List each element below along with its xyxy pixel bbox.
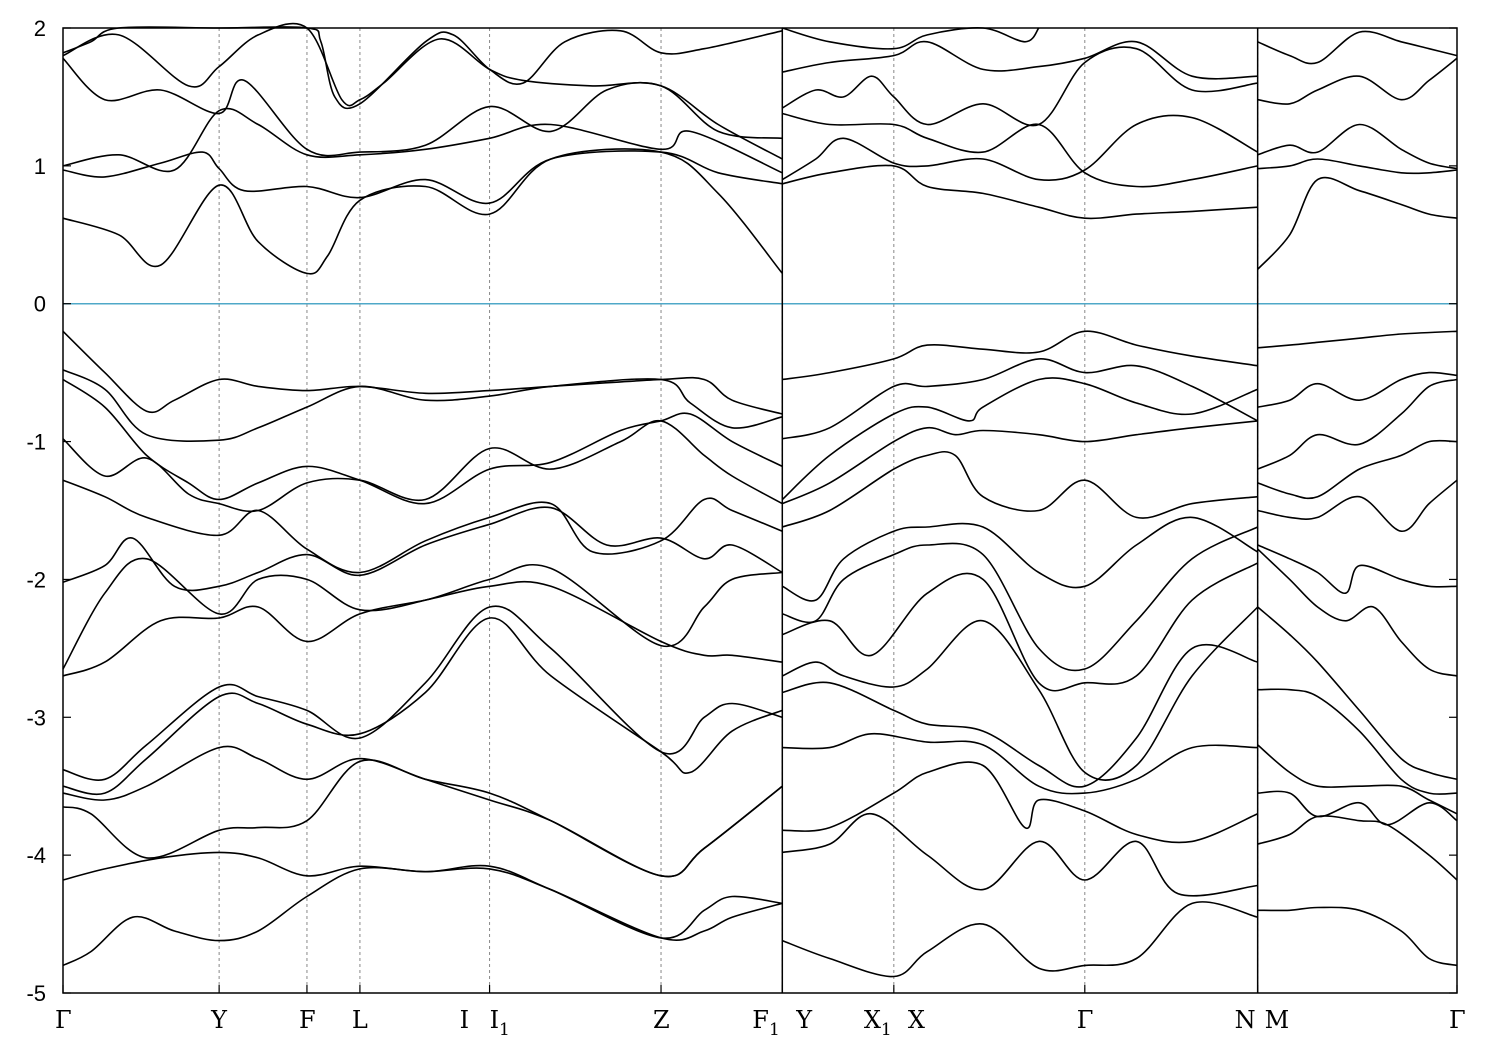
band-line-44 — [1257, 439, 1458, 500]
band-line-21 — [782, 164, 1258, 220]
band-line-30 — [781, 420, 1258, 505]
band-line-11 — [62, 479, 783, 574]
y-tick-label: -1 — [26, 430, 46, 455]
band-line-32 — [781, 516, 1259, 602]
band-line-33 — [782, 526, 1259, 672]
x-label-l: L — [352, 1006, 368, 1034]
band-line-48 — [1257, 606, 1458, 781]
band-line-54 — [1257, 176, 1458, 270]
y-tick-label: 2 — [34, 16, 46, 41]
band-line-31 — [782, 450, 1258, 528]
band-line-10 — [62, 419, 783, 513]
x-label-f: F — [299, 1006, 316, 1034]
band-line-14 — [62, 580, 783, 677]
band-line-45 — [1257, 479, 1458, 532]
band-lines — [62, 22, 1458, 993]
band-line-23 — [782, 112, 1258, 188]
band-line-19 — [62, 851, 783, 939]
x-label-x-1: X1 — [864, 1006, 892, 1040]
y-tick-label: -5 — [26, 981, 46, 1006]
band-line-12 — [62, 506, 783, 592]
band-line-34 — [782, 562, 1259, 692]
x-label-i: I — [460, 1006, 469, 1034]
band-line-26 — [782, 27, 1040, 50]
x-label-x: X — [908, 1006, 925, 1034]
band-line-15 — [62, 605, 783, 781]
x-label-m: M — [1265, 1006, 1290, 1034]
band-line-39 — [782, 812, 1258, 897]
band-line-6 — [62, 26, 783, 110]
band-line-56 — [1257, 123, 1458, 170]
band-line-49 — [1257, 688, 1458, 795]
band-line-20 — [62, 866, 783, 967]
band-line-25 — [782, 40, 1258, 80]
vertical-grid-lines — [218, 28, 1259, 993]
band-line-35 — [781, 606, 1259, 781]
y-tick-label: 1 — [34, 154, 46, 179]
y-axis-ticks: 2 1 0 -1 -2 -3 -4 -5 — [26, 16, 1457, 1006]
band-line-50 — [1257, 744, 1458, 815]
band-line-43 — [1257, 378, 1458, 470]
band-line-29 — [781, 377, 1258, 501]
band-line-38 — [782, 761, 1259, 844]
band-line-24 — [781, 46, 1258, 127]
band-line-27 — [782, 330, 1258, 381]
x-label-y: Y — [795, 1006, 813, 1034]
band-line-51 — [1257, 790, 1458, 826]
y-tick-label: -4 — [26, 843, 46, 868]
band-line-46 — [1257, 544, 1458, 594]
x-label-n: N — [1235, 1006, 1256, 1034]
y-tick-label: 0 — [34, 292, 46, 317]
band-line-16 — [62, 617, 783, 795]
band-line-40 — [782, 901, 1258, 978]
band-line-7 — [62, 330, 783, 415]
band-line-53 — [1257, 906, 1458, 967]
band-line-55 — [1257, 158, 1458, 175]
x-label-y: Y — [210, 1006, 228, 1034]
band-line-1 — [62, 148, 783, 275]
band-line-9 — [62, 378, 783, 505]
x-label-f-1: F1 — [752, 1006, 779, 1040]
x-label-i-1: I1 — [490, 1006, 510, 1040]
y-tick-label: -2 — [26, 567, 46, 592]
band-line-36 — [782, 643, 1258, 788]
band-line-18 — [62, 759, 783, 878]
band-line-5 — [62, 22, 783, 140]
band-line-52 — [1257, 815, 1458, 881]
x-label-gamma: Γ — [55, 1006, 72, 1034]
band-line-22 — [781, 114, 1259, 181]
band-line-28 — [782, 358, 1259, 440]
band-line-37 — [782, 732, 1258, 795]
x-label-gamma: Γ — [1077, 1006, 1094, 1034]
x-label-gamma: Γ — [1449, 1006, 1466, 1034]
band-line-58 — [1257, 30, 1458, 65]
plot-frame — [62, 27, 1458, 994]
band-line-8 — [62, 369, 783, 442]
band-line-47 — [1257, 548, 1458, 677]
band-line-2 — [62, 150, 783, 205]
band-line-57 — [1257, 57, 1458, 105]
band-line-3 — [62, 107, 783, 174]
band-line-42 — [1257, 371, 1458, 408]
band-line-13 — [62, 557, 783, 670]
x-label-z: Z — [653, 1006, 670, 1034]
y-tick-label: -3 — [26, 705, 46, 730]
band-line-41 — [1257, 330, 1458, 349]
